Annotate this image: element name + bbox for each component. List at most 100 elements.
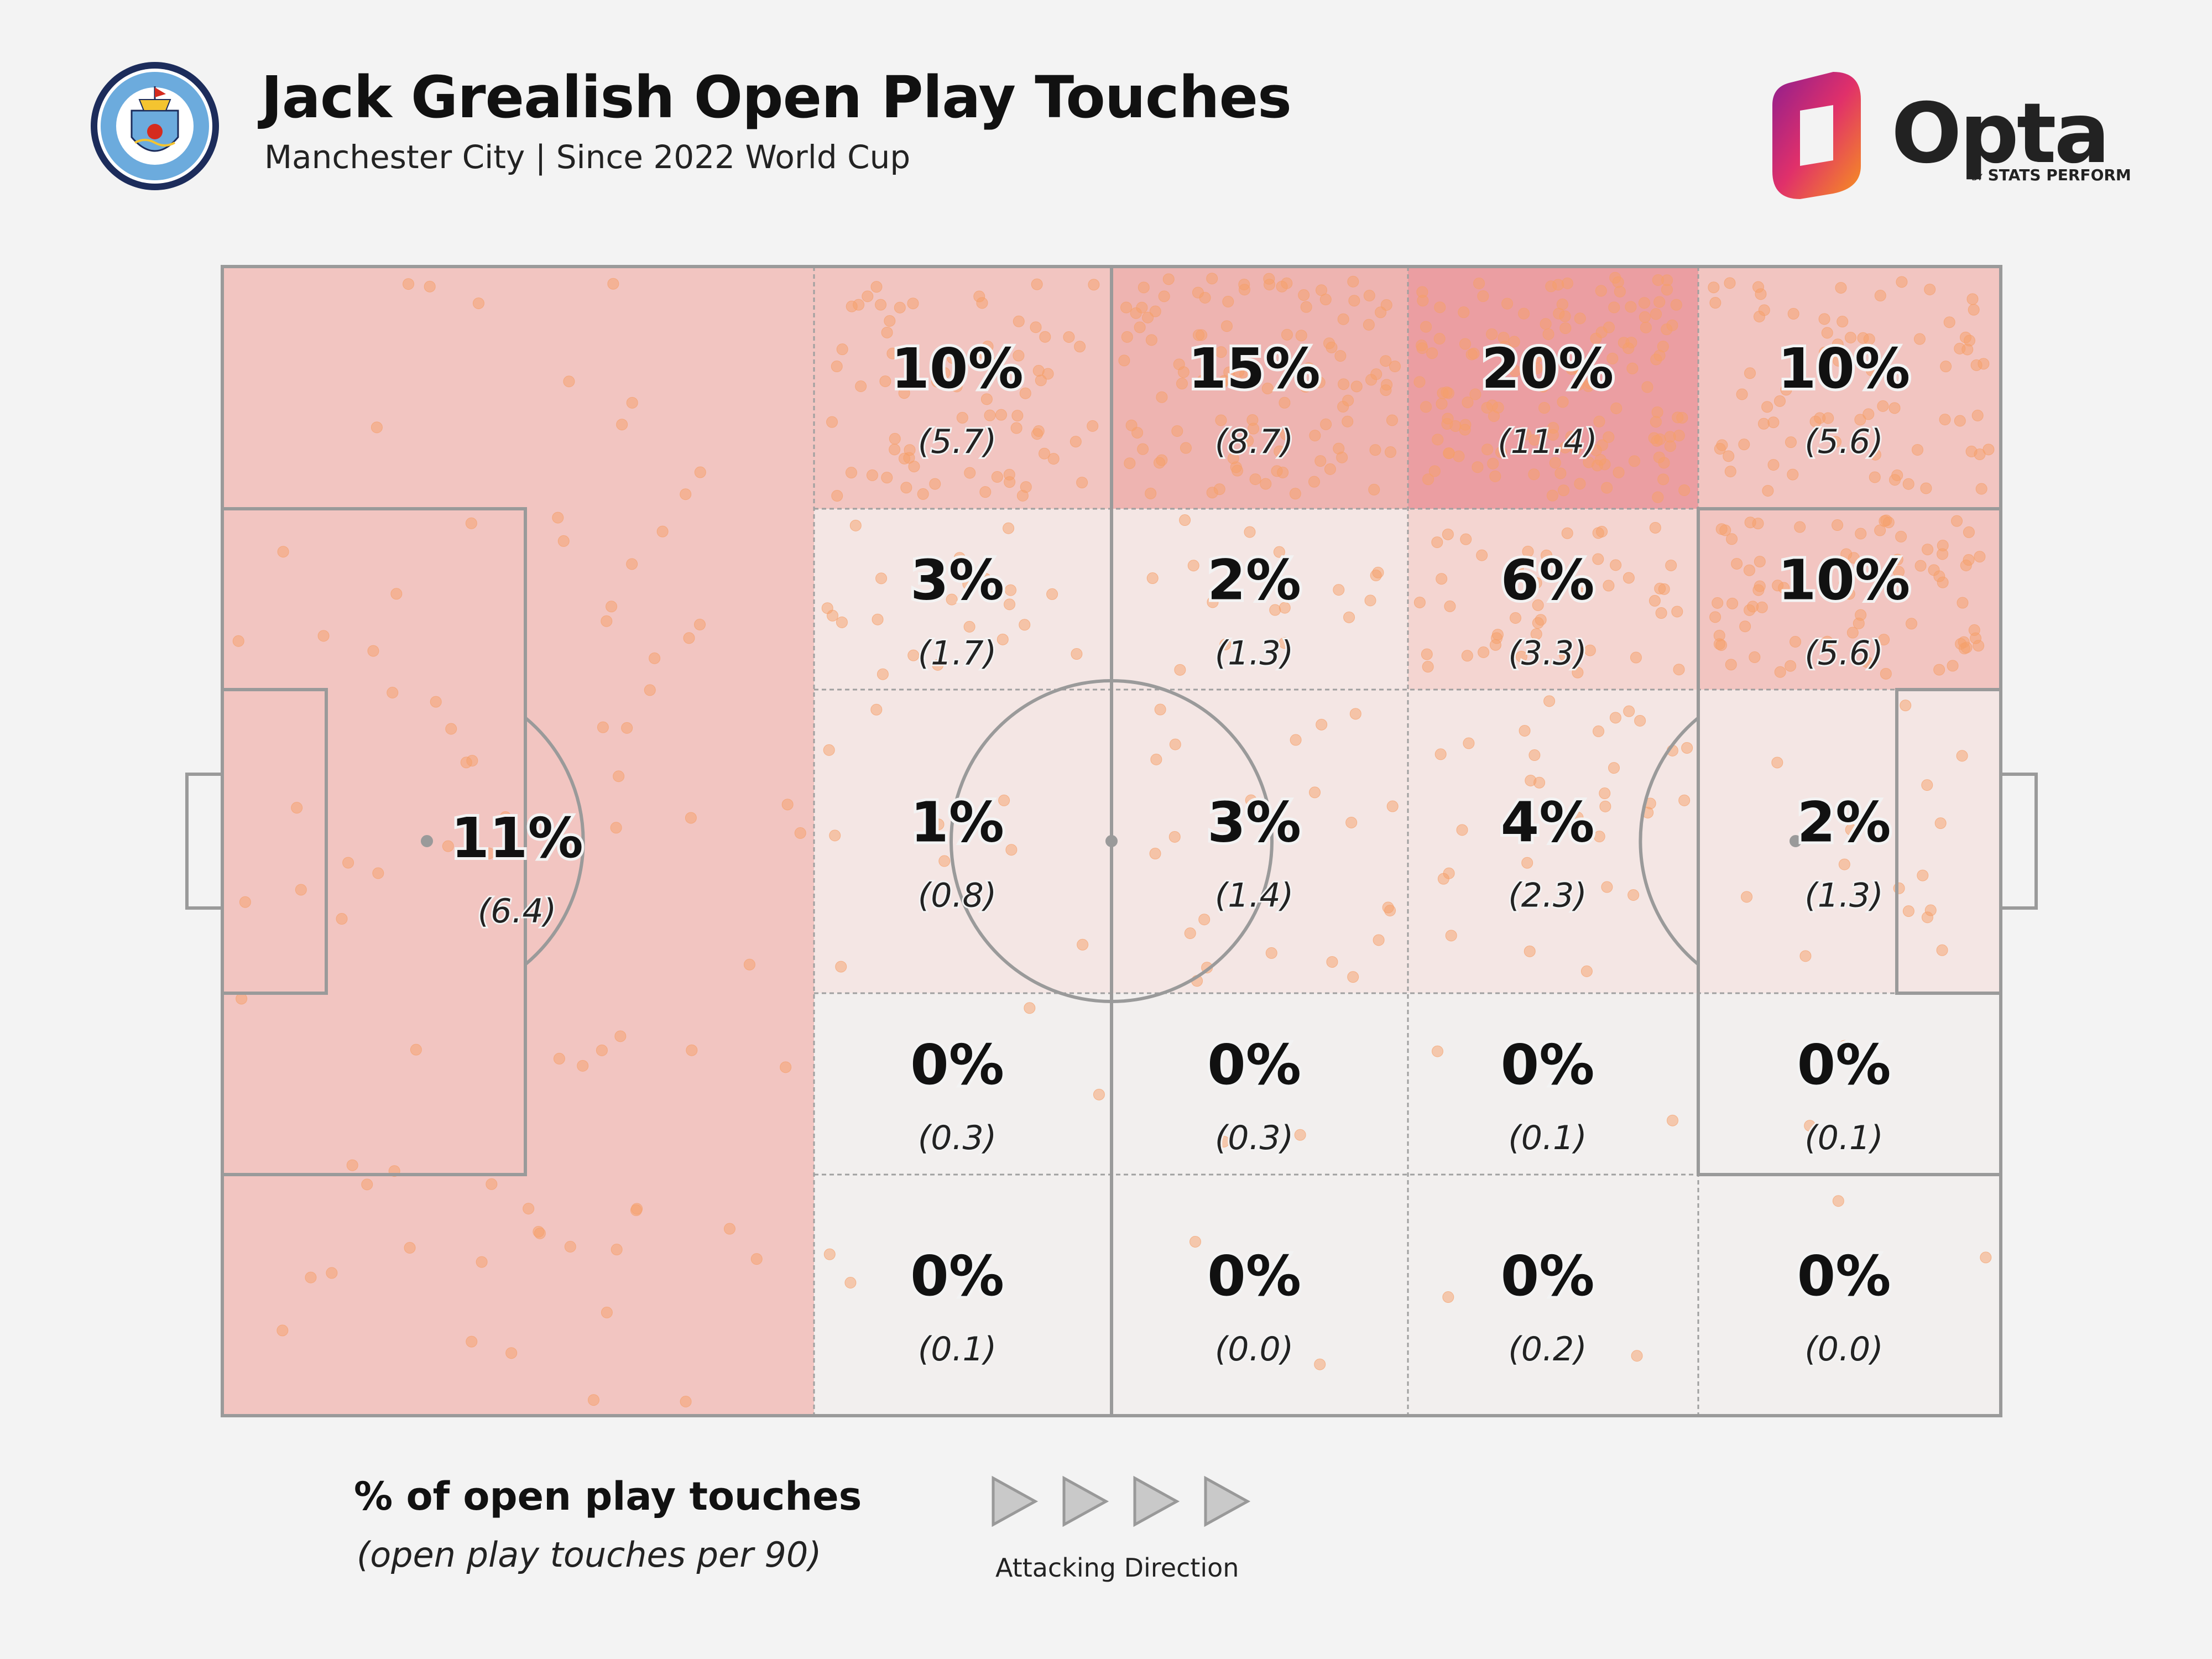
touch-dot — [1648, 432, 1660, 444]
touch-dot — [291, 802, 303, 814]
touch-dot — [1924, 904, 1937, 916]
touch-dot — [1741, 891, 1753, 903]
touch-dot — [1895, 530, 1907, 542]
zone-layer — [222, 267, 2001, 1416]
touch-dot — [1434, 301, 1446, 314]
touch-dot — [1206, 273, 1218, 285]
touch-dot — [1013, 315, 1025, 327]
left-penalty-arc — [524, 716, 585, 966]
chart-subtitle: Manchester City | Since 2022 World Cup — [264, 138, 911, 176]
touch-dot — [1444, 600, 1456, 612]
touch-dot — [1300, 301, 1312, 313]
touch-dot — [1274, 445, 1286, 457]
touch-dot — [826, 416, 838, 428]
zone-pct-label: 0% — [1207, 1032, 1301, 1097]
touch-dot — [1032, 364, 1045, 377]
touch-dot — [1713, 629, 1725, 641]
touch-dot — [1599, 800, 1611, 812]
touch-dot — [1245, 794, 1257, 806]
touch-dot — [1375, 306, 1387, 319]
touch-dot — [1334, 350, 1347, 362]
touch-dot — [610, 822, 622, 834]
touch-dot — [1652, 274, 1664, 286]
zone-r5c1 — [814, 1175, 1112, 1416]
touch-dot — [1459, 338, 1472, 350]
touch-dot — [1650, 416, 1662, 428]
touch-dot — [1263, 273, 1275, 285]
touch-dot — [988, 360, 1000, 372]
touch-dot — [907, 298, 919, 310]
touch-dot — [1010, 422, 1022, 434]
zone-per90-label: (1.7) — [918, 634, 997, 673]
touch-dot — [1640, 321, 1652, 333]
touch-dot — [680, 1396, 692, 1408]
touch-dot — [998, 794, 1010, 806]
touch-dot — [1420, 401, 1432, 413]
touch-dot — [1595, 285, 1607, 297]
touch-dot — [1626, 362, 1639, 374]
touch-dot — [465, 517, 477, 529]
touch-dot — [1187, 560, 1199, 572]
zone-per90-label: (1.3) — [1804, 877, 1883, 915]
touch-dot — [1905, 618, 1917, 630]
touch-dot — [1559, 322, 1572, 334]
touch-dot — [1980, 1251, 1992, 1264]
touch-dot — [390, 588, 403, 600]
touch-dot — [1956, 750, 1968, 762]
touch-dot — [1954, 415, 1966, 427]
touch-dot — [1547, 422, 1559, 434]
zone-pct-label: 3% — [1207, 790, 1301, 855]
touch-dot — [1462, 397, 1474, 409]
touch-dot — [1077, 938, 1089, 951]
touch-dot — [979, 573, 992, 585]
touch-dot — [1634, 714, 1646, 727]
touch-dot — [1309, 430, 1321, 442]
touch-dot — [1478, 646, 1490, 658]
touch-dot — [1265, 947, 1277, 959]
touch-dot — [1833, 354, 1845, 367]
touch-dot — [1818, 313, 1830, 325]
touch-dot — [1215, 346, 1227, 358]
touch-dot — [1559, 650, 1571, 662]
touch-dot — [1433, 333, 1446, 345]
touch-dot — [1541, 549, 1553, 561]
touch-dot — [1902, 478, 1914, 490]
touch-dot — [1469, 388, 1481, 400]
touch-dot — [1716, 439, 1728, 451]
touch-dot — [1731, 557, 1743, 570]
touch-dot — [430, 696, 442, 708]
touch-dot — [1753, 310, 1765, 322]
touch-dot — [947, 352, 959, 364]
touch-dot — [1520, 429, 1532, 441]
touch-dot — [1943, 316, 1955, 328]
touch-dot — [1434, 748, 1447, 760]
zone-pct-label: 6% — [1501, 548, 1595, 613]
touch-dot — [1572, 666, 1584, 679]
touch-dot — [951, 380, 963, 393]
touch-dot — [1389, 361, 1401, 373]
touch-dot — [1819, 346, 1831, 358]
touch-dot — [476, 1256, 488, 1268]
touch-dot — [1874, 290, 1886, 302]
touch-dot — [750, 1253, 763, 1265]
touch-dots-layer — [232, 272, 1995, 1408]
touch-dot — [855, 380, 867, 393]
touch-dot — [1364, 594, 1376, 607]
left-penalty-spot — [421, 835, 433, 847]
touch-dot — [1463, 737, 1475, 749]
touch-dot — [1888, 474, 1901, 486]
touch-dot — [1896, 276, 1908, 288]
touch-dot — [1546, 489, 1558, 502]
touch-dot — [557, 535, 570, 547]
touch-dot — [1336, 451, 1348, 463]
touch-dot — [1631, 1350, 1643, 1362]
zone-per90-label: (0.1) — [1804, 1119, 1883, 1157]
touch-dot — [1609, 272, 1621, 284]
touch-dot — [626, 397, 638, 409]
touch-dot — [410, 1044, 422, 1056]
touch-dot — [596, 1044, 608, 1056]
touch-dot — [472, 297, 484, 309]
touch-dot — [317, 630, 330, 642]
touch-dot — [1844, 332, 1856, 344]
touch-dot — [1277, 466, 1289, 478]
